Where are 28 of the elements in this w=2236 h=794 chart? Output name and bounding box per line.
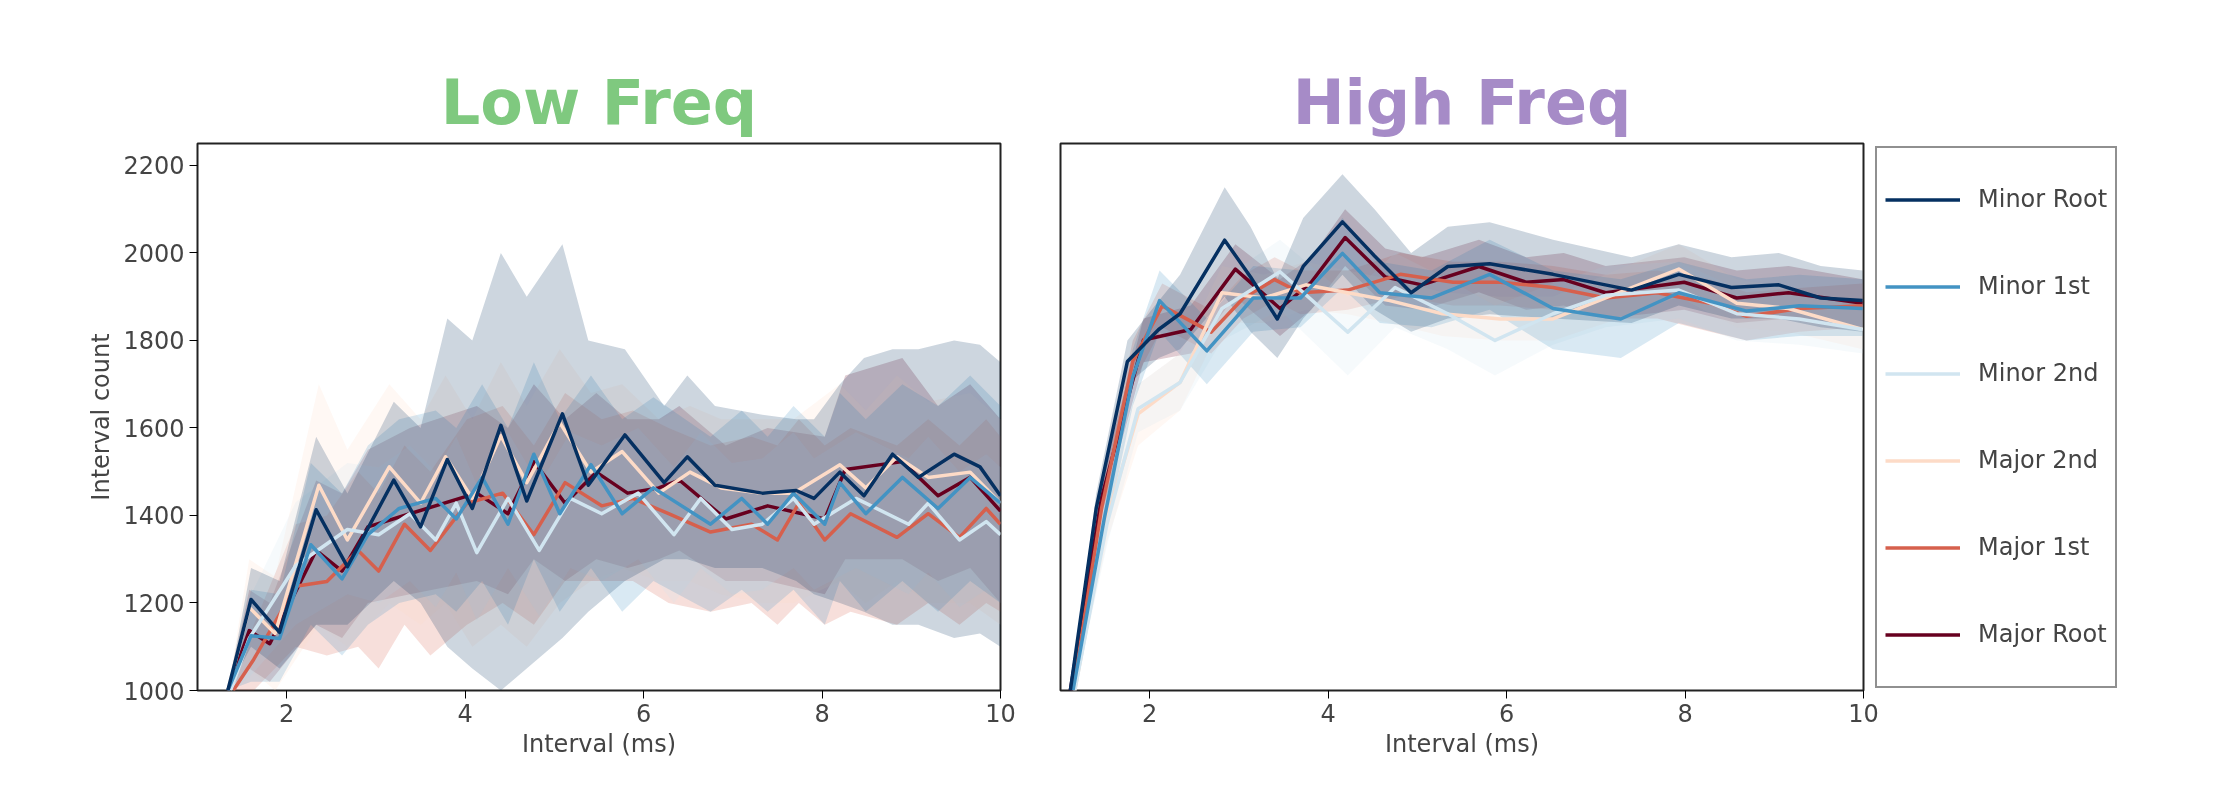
legend-label: Minor Root — [1978, 185, 2108, 213]
y-tick-label: 1000 — [123, 677, 185, 706]
x-tick-label: 2 — [279, 699, 295, 728]
x-axis-title: Interval (ms) — [521, 729, 677, 758]
y-tick-label: 1600 — [123, 414, 185, 443]
legend-label: Minor 1st — [1978, 272, 2090, 300]
legend-label: Minor 2nd — [1978, 359, 2099, 387]
legend-label: Major Root — [1978, 620, 2107, 648]
x-tick-label: 6 — [635, 699, 652, 728]
y-tick-label: 2200 — [123, 152, 185, 181]
legend-label: Major 2nd — [1978, 446, 2098, 474]
x-tick-label: 2 — [1142, 699, 1158, 728]
y-tick-label: 1400 — [123, 502, 185, 531]
y-tick-label: 2000 — [123, 239, 185, 268]
x-axis-title: Interval (ms) — [1384, 729, 1540, 758]
x-tick-label: 10 — [1848, 699, 1879, 728]
x-tick-label: 4 — [457, 699, 473, 728]
x-tick-label: 6 — [1498, 699, 1515, 728]
y-axis-title: Interval count — [87, 333, 116, 501]
x-tick-label: 10 — [985, 699, 1016, 728]
y-tick-label: 1800 — [123, 327, 185, 356]
x-tick-label: 8 — [814, 699, 830, 728]
x-tick-label: 8 — [1677, 699, 1693, 728]
x-tick-label: 4 — [1320, 699, 1336, 728]
y-tick-label: 1200 — [123, 589, 185, 618]
chart-title: Low Freq — [440, 65, 758, 139]
legend-label: Major 1st — [1978, 533, 2090, 561]
chart-title: High Freq — [1292, 65, 1632, 139]
